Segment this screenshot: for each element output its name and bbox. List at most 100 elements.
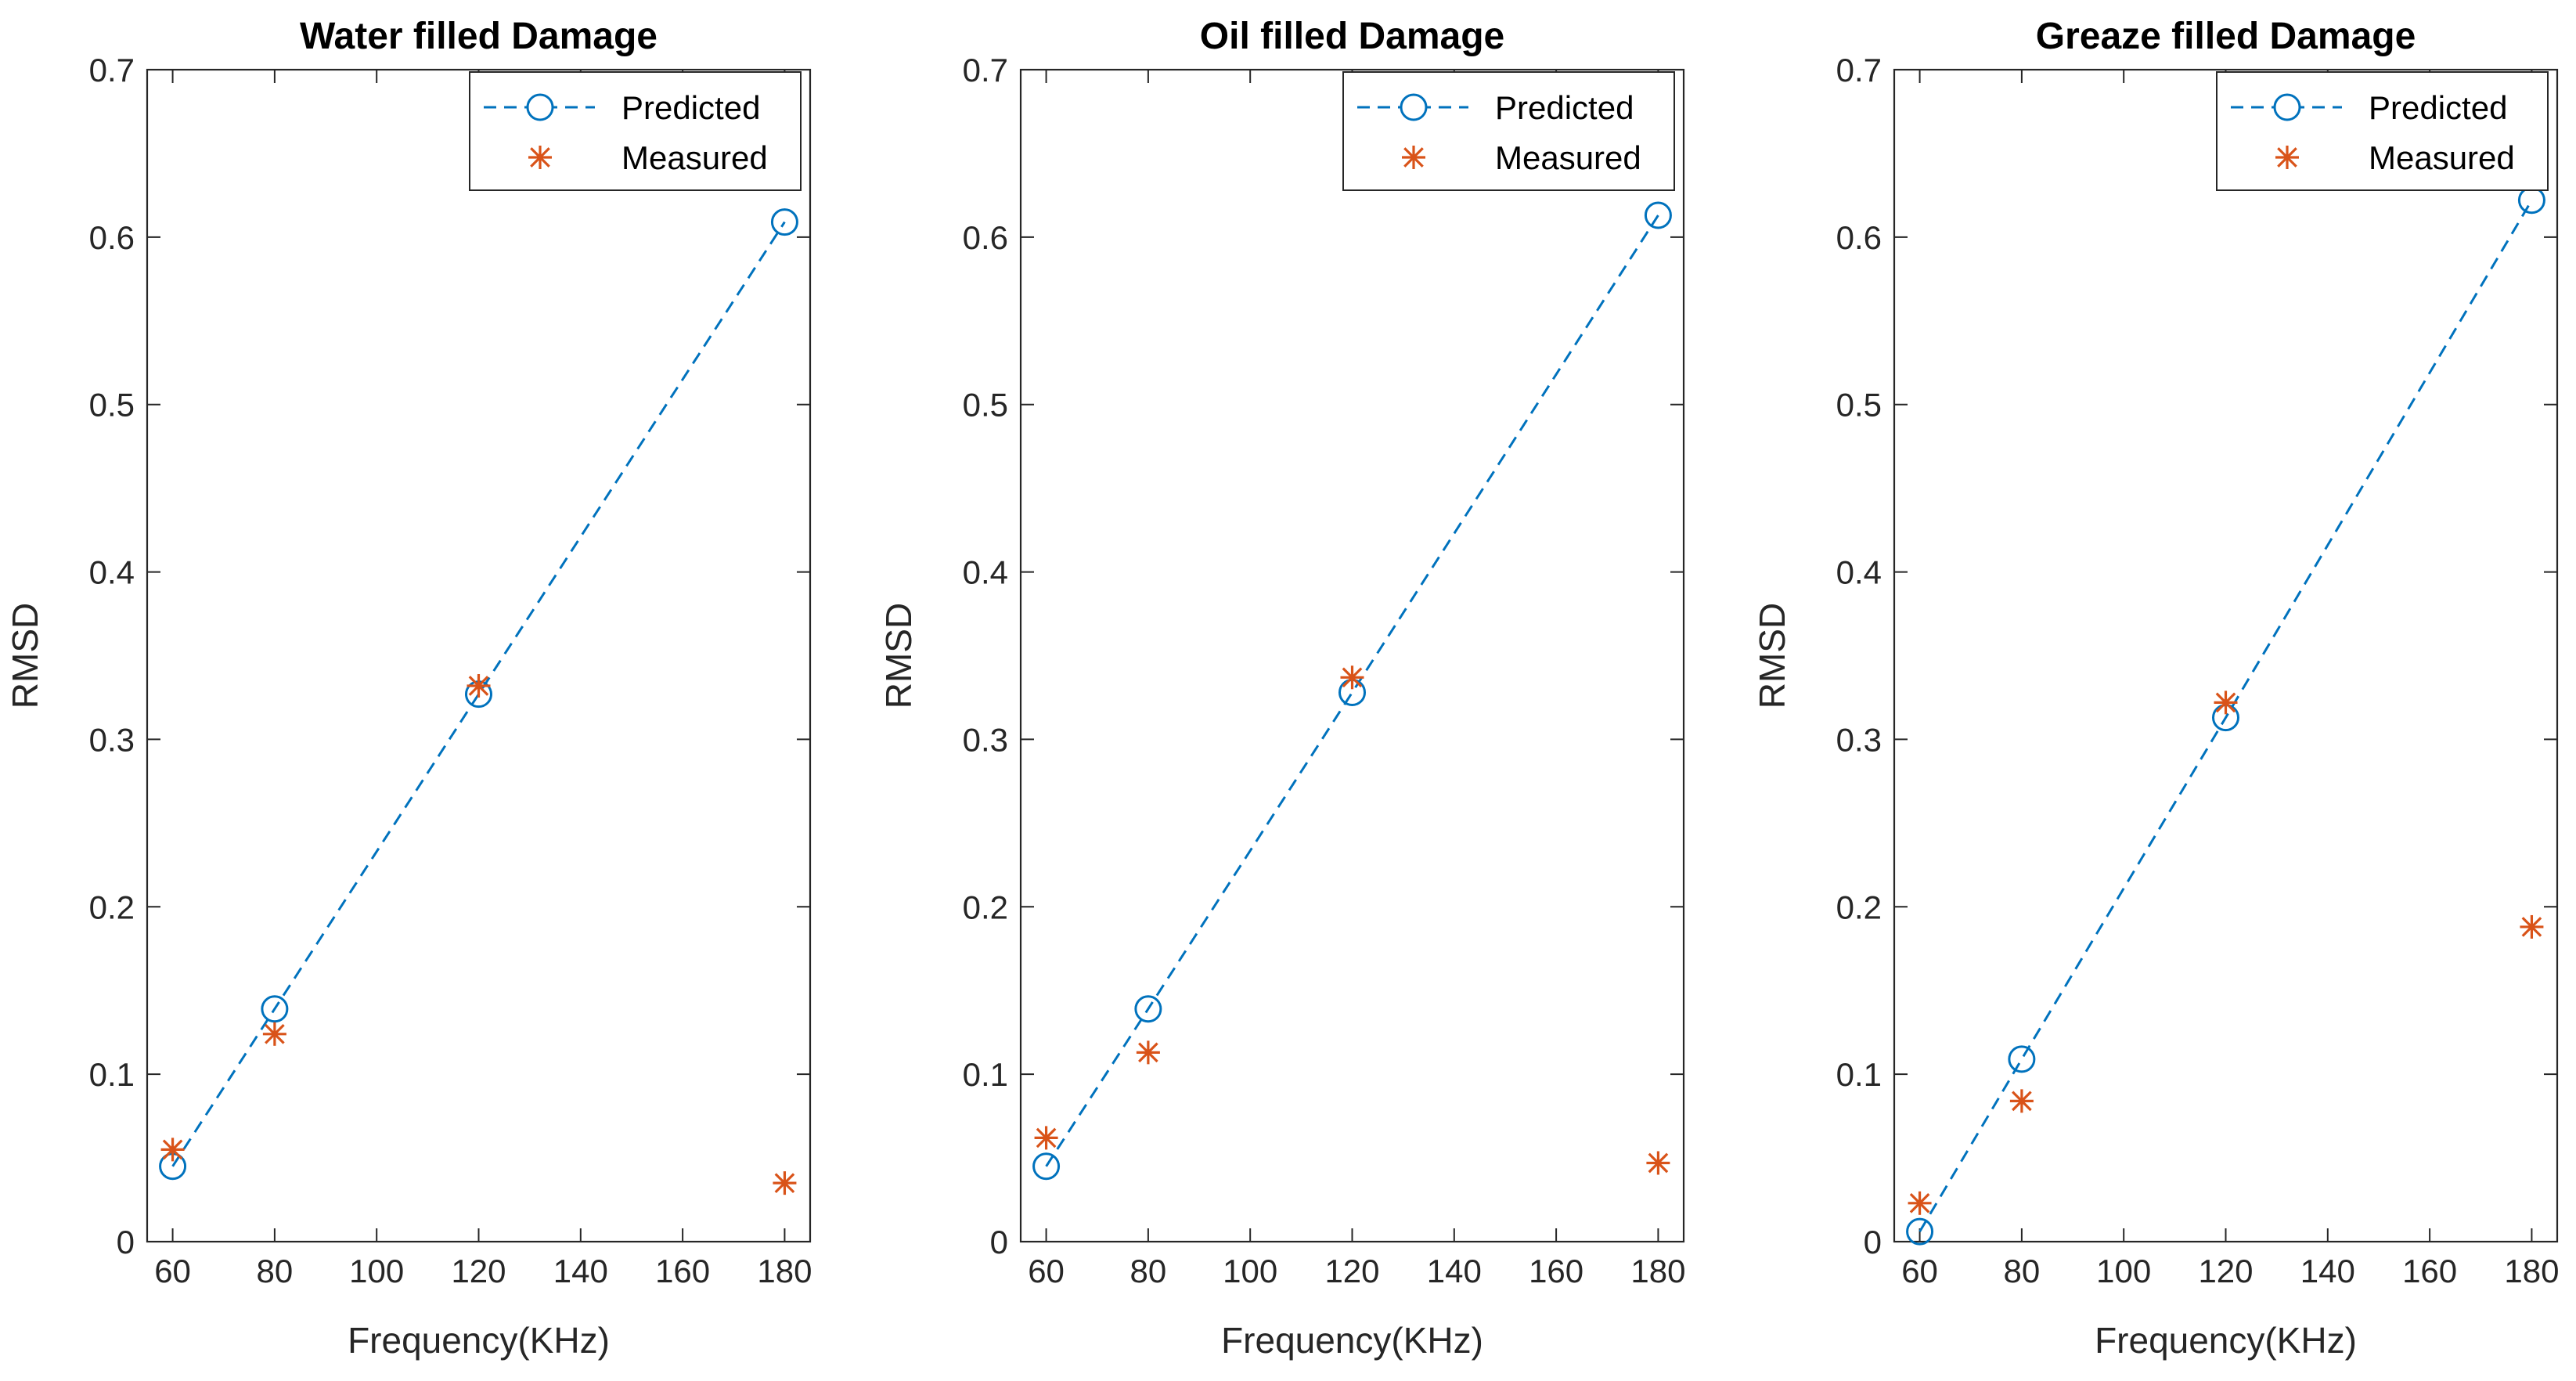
chart-title: Water filled Damage: [300, 16, 658, 57]
legend-label-predicted: Predicted: [621, 89, 760, 126]
x-tick-label: 60: [1028, 1253, 1065, 1289]
x-tick-label: 160: [2402, 1253, 2457, 1289]
x-tick-label: 180: [757, 1253, 812, 1289]
legend-label-predicted: Predicted: [1495, 89, 1634, 126]
y-tick-label: 0.6: [963, 219, 1008, 256]
series-line-predicted: [171, 221, 786, 1167]
data-point-measured: [1340, 665, 1364, 690]
legend-box: [1342, 71, 1675, 191]
x-tick-label: 60: [1901, 1253, 1938, 1289]
legend-label-measured: Measured: [621, 139, 768, 176]
y-tick-label: 0.3: [89, 721, 135, 758]
y-axis-label: RMSD: [5, 603, 45, 709]
data-point-measured: [1908, 1191, 1932, 1215]
y-tick-label: 0: [1864, 1224, 1882, 1260]
x-tick-label: 80: [1130, 1253, 1167, 1289]
data-point-measured: [160, 1138, 185, 1162]
data-point-predicted: [1906, 1217, 1934, 1246]
legend-marker-predicted: [526, 93, 554, 121]
chart-panel-2: 60 80 100 120 140 160 180 0 0.1 0.2 0.3 0.4 0.5 0.6 0.…: [878, 16, 1685, 1361]
y-tick-label: 0.3: [1836, 721, 1882, 758]
data-point-predicted: [261, 995, 289, 1023]
data-point-predicted: [1032, 1152, 1061, 1181]
data-point-predicted: [1134, 995, 1162, 1023]
y-tick-label: 0.6: [89, 219, 135, 256]
y-tick-label: 0.1: [89, 1056, 135, 1093]
x-tick-label: 180: [2504, 1253, 2559, 1289]
legend: Predicted Measured: [1342, 71, 1675, 191]
legend: Predicted Measured: [2216, 71, 2549, 191]
data-point-measured: [1646, 1151, 1670, 1175]
x-axis-label: Frequency(KHz): [2095, 1320, 2357, 1361]
legend: Predicted Measured: [469, 71, 802, 191]
data-point-predicted: [770, 208, 798, 236]
legend-label-measured: Measured: [2369, 139, 2515, 176]
y-axis-label: RMSD: [878, 603, 919, 709]
chart-title: Greaze filled Damage: [2036, 16, 2416, 57]
legend-label-predicted: Predicted: [2369, 89, 2507, 126]
y-tick-label: 0: [117, 1224, 135, 1260]
x-tick-label: 60: [154, 1253, 191, 1289]
legend-marker-predicted: [1400, 93, 1428, 121]
y-tick-label: 0.1: [1836, 1056, 1882, 1093]
y-tick-label: 0.6: [1836, 219, 1882, 256]
data-point-measured: [2009, 1089, 2034, 1113]
y-tick-label: 0.7: [1836, 52, 1882, 88]
y-tick-label: 0.2: [89, 889, 135, 925]
chart-panel-3: 60 80 100 120 140 160 180 0 0.1 0.2 0.3 0.4 0.5 0.6 0.…: [1752, 16, 2559, 1361]
x-tick-label: 140: [1427, 1253, 1482, 1289]
chart-title: Oil filled Damage: [1200, 16, 1504, 57]
legend-box: [469, 71, 802, 191]
y-tick-label: 0.2: [963, 889, 1008, 925]
legend-box: [2216, 71, 2549, 191]
x-axis-label: Frequency(KHz): [1221, 1320, 1483, 1361]
data-point-measured: [1136, 1040, 1160, 1065]
x-tick-label: 180: [1630, 1253, 1685, 1289]
x-tick-label: 120: [451, 1253, 506, 1289]
y-tick-label: 0.7: [89, 52, 135, 88]
x-tick-label: 80: [257, 1253, 294, 1289]
legend-marker-predicted: [2273, 93, 2301, 121]
x-tick-label: 160: [1529, 1253, 1583, 1289]
y-tick-label: 0.7: [963, 52, 1008, 88]
y-tick-label: 0: [990, 1224, 1008, 1260]
data-point-predicted: [1644, 201, 1672, 229]
y-tick-label: 0.5: [1836, 387, 1882, 424]
y-tick-label: 0.4: [89, 554, 135, 591]
legend-marker-measured: [2275, 146, 2299, 169]
series-line-predicted: [1045, 215, 1659, 1167]
x-tick-label: 100: [349, 1253, 404, 1289]
x-tick-label: 100: [1223, 1253, 1277, 1289]
x-tick-label: 120: [1324, 1253, 1379, 1289]
data-point-measured: [2214, 690, 2238, 715]
y-tick-label: 0.3: [963, 721, 1008, 758]
y-tick-label: 0.1: [963, 1056, 1008, 1093]
data-point-measured: [262, 1022, 286, 1046]
x-tick-label: 160: [655, 1253, 710, 1289]
y-tick-label: 0.5: [89, 387, 135, 424]
data-point-measured: [2520, 914, 2544, 939]
y-tick-label: 0.4: [1836, 554, 1882, 591]
data-point-measured: [1034, 1126, 1058, 1150]
data-point-measured: [467, 673, 491, 698]
x-tick-label: 140: [2300, 1253, 2355, 1289]
y-tick-label: 0.4: [963, 554, 1008, 591]
axes-box: [1893, 68, 2559, 1243]
legend-label-measured: Measured: [1495, 139, 1641, 176]
x-tick-label: 80: [2004, 1253, 2041, 1289]
axes-box: [1019, 68, 1685, 1243]
legend-marker-measured: [528, 146, 552, 169]
x-tick-label: 140: [553, 1253, 608, 1289]
y-tick-label: 0.5: [963, 387, 1008, 424]
series-line-predicted: [1918, 200, 2533, 1232]
x-axis-label: Frequency(KHz): [348, 1320, 610, 1361]
chart-panel-1: 60 80 100 120 140 160 180 0 0.1 0.2 0.3 0.4 0.5 0.6 0.…: [5, 16, 812, 1361]
y-axis-label: RMSD: [1752, 603, 1792, 709]
x-tick-label: 120: [2198, 1253, 2253, 1289]
axes-box: [146, 68, 812, 1243]
y-tick-label: 0.2: [1836, 889, 1882, 925]
x-tick-label: 100: [2096, 1253, 2151, 1289]
data-point-predicted: [2008, 1045, 2036, 1073]
data-point-measured: [773, 1171, 797, 1195]
